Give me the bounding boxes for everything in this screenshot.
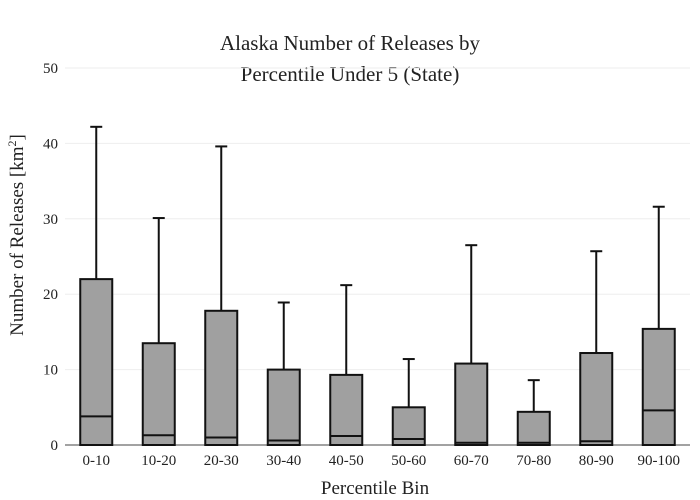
y-tick-label: 30 — [43, 212, 58, 228]
y-tick-label: 40 — [43, 136, 58, 152]
y-axis-title: Number of Releases [km2] — [5, 134, 28, 336]
box-group — [266, 301, 301, 447]
box — [141, 342, 176, 446]
y-tick-label: 10 — [43, 363, 58, 379]
chart-title-line-1: Alaska Number of Releases by — [220, 31, 481, 55]
x-tick-label: 50-60 — [391, 453, 426, 469]
x-axis-ticks: 0-10 10-20 20-30 30-40 40-50 50-60 60-70 70-80 8… — [83, 453, 681, 469]
box — [454, 362, 489, 446]
x-tick-label: 40-50 — [329, 453, 364, 469]
box — [266, 368, 301, 447]
box-group — [454, 244, 489, 446]
box — [329, 373, 364, 446]
x-tick-label: 80-90 — [579, 453, 614, 469]
box-group — [516, 379, 551, 447]
box — [641, 327, 676, 446]
x-tick-label: 70-80 — [516, 453, 551, 469]
box-group — [204, 145, 239, 446]
chart-title-line-2: Percentile Under 5 (State) — [241, 62, 460, 86]
box — [79, 278, 114, 446]
y-tick-label: 0 — [51, 438, 59, 454]
y-tick-label: 50 — [43, 61, 58, 77]
x-tick-label: 60-70 — [454, 453, 489, 469]
x-tick-label: 0-10 — [83, 453, 111, 469]
box-group — [141, 217, 176, 446]
box-group — [329, 284, 364, 446]
box-group — [79, 125, 114, 446]
x-tick-label: 30-40 — [266, 453, 301, 469]
box-group — [641, 205, 676, 446]
boxes — [79, 125, 676, 447]
x-tick-label: 20-30 — [204, 453, 239, 469]
x-tick-label: 90-100 — [638, 453, 681, 469]
x-axis-title: Percentile Bin — [321, 478, 430, 499]
y-axis-title-superscript: 2 — [5, 140, 19, 146]
y-axis-title-main: Number of Releases [km — [7, 146, 28, 336]
y-tick-label: 20 — [43, 287, 58, 303]
box-group — [391, 358, 426, 446]
x-tick-label: 10-20 — [141, 453, 176, 469]
y-axis-title-end: ] — [7, 134, 28, 140]
box-group — [579, 250, 614, 446]
box — [516, 410, 551, 447]
y-axis-ticks: 0 10 20 30 40 50 — [43, 61, 58, 454]
box — [204, 309, 239, 446]
box — [579, 352, 614, 446]
